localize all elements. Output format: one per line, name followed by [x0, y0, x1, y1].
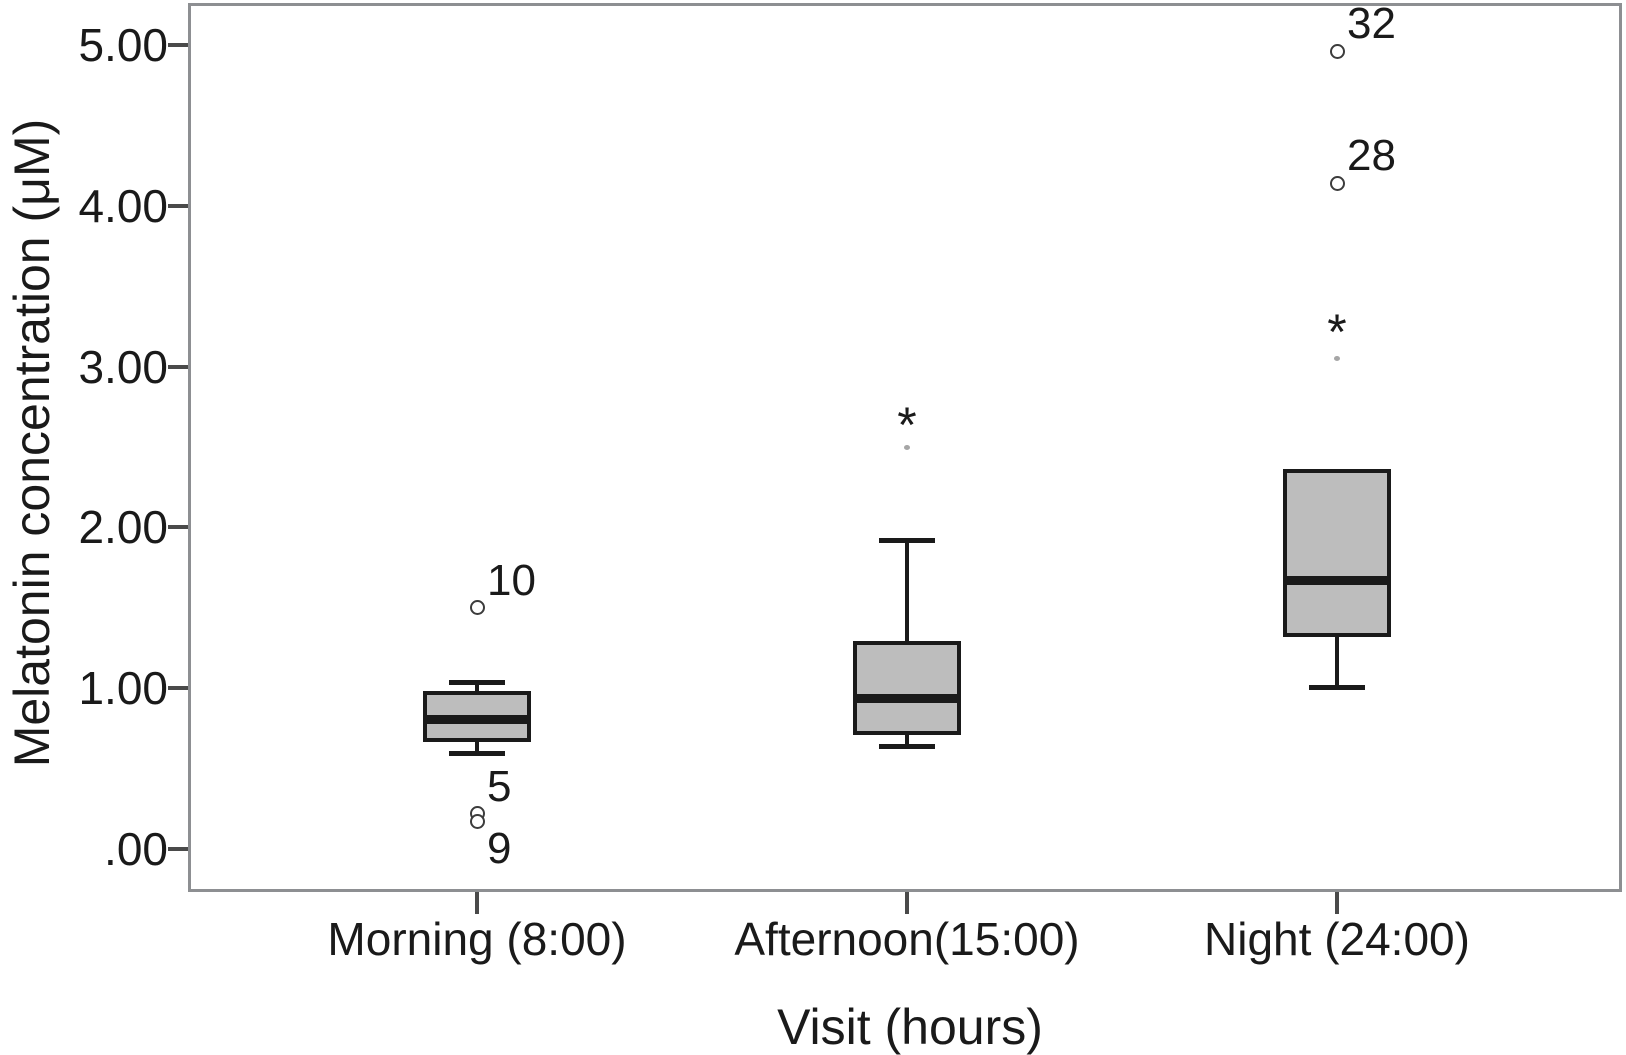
outlier-label: 32: [1347, 0, 1396, 49]
extreme-asterisk-marker: *: [897, 397, 917, 454]
upper-whisker-line: [475, 681, 479, 694]
outlier-label: 10: [487, 555, 536, 605]
upper-whisker-line: [905, 540, 909, 644]
faint-dot-marker: [904, 444, 910, 450]
median-line: [1283, 576, 1391, 586]
upper-whisker-cap: [449, 679, 505, 685]
x-tick-mark: [1335, 892, 1339, 914]
outlier-label: 5: [487, 761, 512, 811]
x-category-label: Night (24:00): [1204, 913, 1470, 965]
y-tick-mark: [168, 203, 188, 208]
upper-whisker-cap: [879, 538, 935, 544]
box-rect: [1283, 469, 1391, 638]
box-rect: [853, 641, 961, 736]
y-tick-mark: [168, 364, 188, 369]
outlier-circle: [1329, 43, 1345, 59]
lower-whisker-line: [905, 733, 909, 747]
y-tick-mark: [168, 43, 188, 47]
y-tick-label: .00: [104, 823, 168, 875]
y-tick-mark: [168, 686, 188, 691]
x-axis-title: Visit (hours): [777, 999, 1043, 1055]
lower-whisker-line: [1335, 635, 1339, 687]
y-tick-label: 2.00: [78, 501, 168, 554]
outlier-circle: [1329, 175, 1345, 191]
median-line: [853, 693, 961, 703]
lower-whisker-cap: [1309, 684, 1365, 690]
lower-whisker-line: [475, 739, 479, 753]
outlier-label: 9: [487, 823, 512, 873]
y-tick-label: 1.00: [78, 662, 168, 715]
x-tick-mark: [905, 892, 909, 914]
y-tick-label: 4.00: [78, 179, 168, 232]
outlier-label: 28: [1347, 131, 1396, 181]
y-tick-mark: [168, 847, 188, 851]
median-line: [423, 714, 531, 724]
x-tick-mark: [475, 892, 479, 914]
lower-whisker-cap: [449, 750, 505, 756]
x-category-label: Morning (8:00): [327, 913, 627, 965]
faint-dot-marker: [1334, 356, 1340, 362]
y-tick-label: 5.00: [78, 19, 168, 71]
outlier-circle: [469, 814, 485, 830]
x-category-label: Afternoon(15:00): [734, 913, 1080, 965]
extreme-asterisk-marker: *: [1327, 304, 1347, 361]
y-tick-label: 3.00: [78, 340, 168, 393]
lower-whisker-cap: [879, 744, 935, 750]
outlier-circle: [469, 600, 485, 616]
y-tick-mark: [168, 525, 188, 530]
